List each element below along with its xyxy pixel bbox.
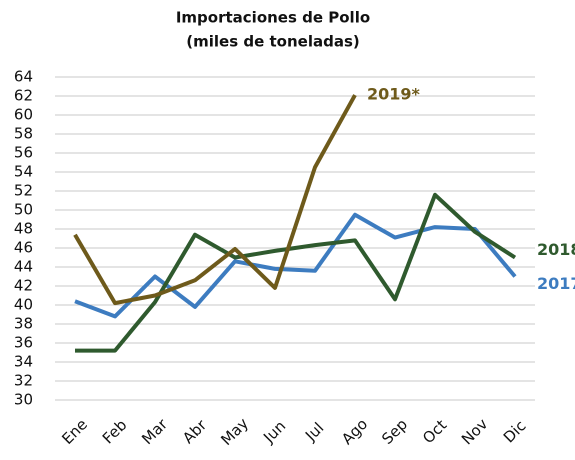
y-tick-label: 60 [14,106,33,124]
y-tick-label: 50 [14,201,33,219]
y-tick-label: 58 [14,125,33,143]
y-tick-label: 44 [14,258,33,276]
y-tick-label: 48 [14,220,33,238]
chart: Importaciones de Pollo (miles de tonelad… [0,0,575,460]
chart-subtitle: (miles de toneladas) [186,33,359,51]
series-label: 2019* [367,85,421,104]
y-tick-label: 62 [14,87,33,105]
y-tick-label: 54 [14,163,33,181]
y-tick-label: 40 [14,296,33,314]
y-tick-label: 56 [14,144,33,162]
background [0,0,575,460]
y-tick-label: 64 [14,68,33,86]
y-tick-label: 30 [14,391,33,409]
y-tick-label: 34 [14,353,33,371]
y-tick-label: 52 [14,182,33,200]
y-tick-label: 42 [14,277,33,295]
y-tick-label: 36 [14,334,33,352]
chart-title: Importaciones de Pollo [176,9,370,27]
y-tick-label: 38 [14,315,33,333]
y-tick-label: 32 [14,372,33,390]
series-label: 2017 [537,274,575,293]
y-tick-label: 46 [14,239,33,257]
series-label: 2018 [537,240,575,259]
